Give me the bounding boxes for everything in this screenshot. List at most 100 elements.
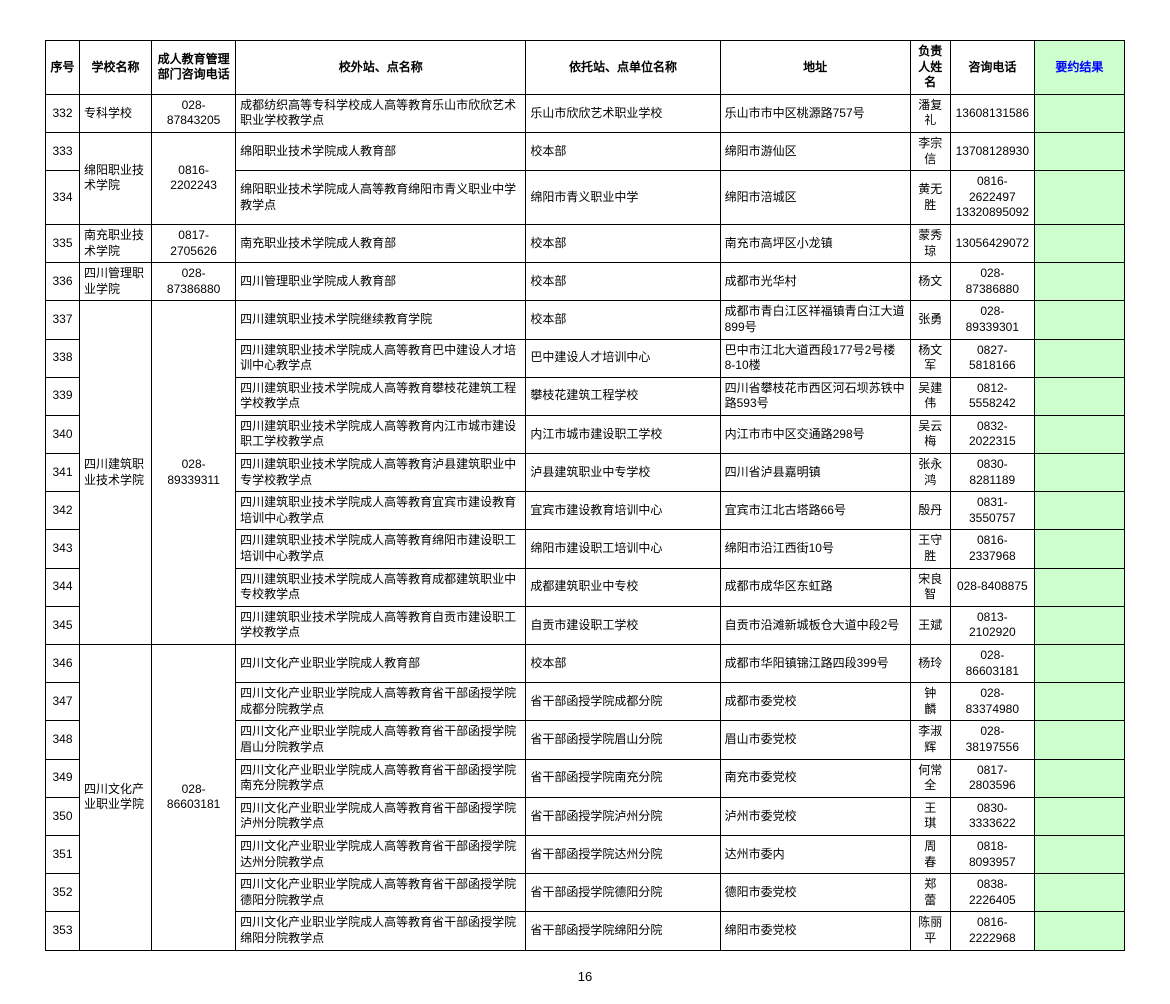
cell-station: 四川建筑职业技术学院成人高等教育内江市城市建设职工学校教学点 [236, 415, 526, 453]
cell-seq: 347 [46, 683, 80, 721]
cell-school: 四川建筑职业技术学院 [80, 301, 152, 645]
cell-result [1034, 835, 1124, 873]
cell-result [1034, 645, 1124, 683]
cell-phone: 028-83374980 [950, 683, 1034, 721]
header-result: 要约结果 [1034, 41, 1124, 95]
cell-person: 杨玲 [910, 645, 950, 683]
cell-result [1034, 683, 1124, 721]
cell-phone: 0813-2102920 [950, 606, 1034, 644]
cell-result [1034, 415, 1124, 453]
cell-phone: 028-87386880 [950, 263, 1034, 301]
cell-station: 绵阳职业技术学院成人高等教育绵阳市青义职业中学教学点 [236, 171, 526, 225]
cell-person: 周 春 [910, 835, 950, 873]
cell-seq: 339 [46, 377, 80, 415]
cell-station: 四川建筑职业技术学院成人高等教育绵阳市建设职工培训中心教学点 [236, 530, 526, 568]
cell-phone: 0830-8281189 [950, 454, 1034, 492]
cell-unit: 省干部函授学院德阳分院 [526, 874, 720, 912]
cell-person: 王守胜 [910, 530, 950, 568]
cell-dept-phone: 028-87843205 [152, 94, 236, 132]
school-stations-table: 序号 学校名称 成人教育管理部门咨询电话 校外站、点名称 依托站、点单位名称 地… [45, 40, 1125, 951]
cell-unit: 内江市城市建设职工学校 [526, 415, 720, 453]
cell-seq: 353 [46, 912, 80, 950]
cell-phone: 13056429072 [950, 224, 1034, 262]
cell-seq: 342 [46, 492, 80, 530]
cell-addr: 绵阳市沿江西街10号 [720, 530, 910, 568]
cell-phone: 0838-2226405 [950, 874, 1034, 912]
cell-seq: 340 [46, 415, 80, 453]
cell-result [1034, 224, 1124, 262]
cell-phone: 13708128930 [950, 132, 1034, 170]
cell-phone: 028-8408875 [950, 568, 1034, 606]
cell-person: 李宗信 [910, 132, 950, 170]
cell-station: 四川文化产业职业学院成人高等教育省干部函授学院泸州分院教学点 [236, 797, 526, 835]
cell-station: 南充职业技术学院成人教育部 [236, 224, 526, 262]
cell-result [1034, 721, 1124, 759]
cell-result [1034, 912, 1124, 950]
cell-person: 张勇 [910, 301, 950, 339]
cell-phone: 0816-2337968 [950, 530, 1034, 568]
cell-addr: 绵阳市游仙区 [720, 132, 910, 170]
cell-station: 四川建筑职业技术学院继续教育学院 [236, 301, 526, 339]
header-phone: 咨询电话 [950, 41, 1034, 95]
cell-phone: 0831-3550757 [950, 492, 1034, 530]
cell-addr: 成都市青白江区祥福镇青白江大道899号 [720, 301, 910, 339]
cell-school: 南充职业技术学院 [80, 224, 152, 262]
cell-station: 四川管理职业学院成人教育部 [236, 263, 526, 301]
cell-person: 钟 麟 [910, 683, 950, 721]
cell-addr: 成都市华阳镇锦江路四段399号 [720, 645, 910, 683]
cell-phone: 0816-2622497 13320895092 [950, 171, 1034, 225]
cell-addr: 四川省泸县嘉明镇 [720, 454, 910, 492]
cell-dept-phone: 028-89339311 [152, 301, 236, 645]
cell-station: 四川建筑职业技术学院成人高等教育自贡市建设职工学校教学点 [236, 606, 526, 644]
cell-addr: 达州市委内 [720, 835, 910, 873]
cell-addr: 眉山市委党校 [720, 721, 910, 759]
cell-unit: 省干部函授学院泸州分院 [526, 797, 720, 835]
cell-unit: 绵阳市青义职业中学 [526, 171, 720, 225]
cell-addr: 绵阳市涪城区 [720, 171, 910, 225]
cell-person: 王 琪 [910, 797, 950, 835]
cell-seq: 352 [46, 874, 80, 912]
cell-station: 四川文化产业职业学院成人高等教育省干部函授学院成都分院教学点 [236, 683, 526, 721]
cell-unit: 省干部函授学院绵阳分院 [526, 912, 720, 950]
cell-school: 四川管理职业学院 [80, 263, 152, 301]
cell-unit: 成都建筑职业中专校 [526, 568, 720, 606]
cell-phone: 13608131586 [950, 94, 1034, 132]
cell-seq: 351 [46, 835, 80, 873]
cell-addr: 成都市委党校 [720, 683, 910, 721]
cell-seq: 333 [46, 132, 80, 170]
cell-person: 陈丽平 [910, 912, 950, 950]
cell-school: 专科学校 [80, 94, 152, 132]
cell-result [1034, 874, 1124, 912]
cell-seq: 341 [46, 454, 80, 492]
cell-unit: 校本部 [526, 132, 720, 170]
cell-addr: 宜宾市江北古塔路66号 [720, 492, 910, 530]
cell-phone: 0832-2022315 [950, 415, 1034, 453]
table-row: 346四川文化产业职业学院028-86603181四川文化产业职业学院成人教育部… [46, 645, 1125, 683]
cell-station: 成都纺织高等专科学校成人高等教育乐山市欣欣艺术职业学校教学点 [236, 94, 526, 132]
cell-result [1034, 797, 1124, 835]
table-row: 337四川建筑职业技术学院028-89339311四川建筑职业技术学院继续教育学… [46, 301, 1125, 339]
page-number: 16 [45, 969, 1125, 984]
header-station: 校外站、点名称 [236, 41, 526, 95]
cell-addr: 四川省攀枝花市西区河石坝苏铁中路593号 [720, 377, 910, 415]
cell-result [1034, 492, 1124, 530]
cell-station: 四川文化产业职业学院成人高等教育省干部函授学院达州分院教学点 [236, 835, 526, 873]
cell-seq: 334 [46, 171, 80, 225]
cell-station: 四川文化产业职业学院成人高等教育省干部函授学院眉山分院教学点 [236, 721, 526, 759]
cell-dept-phone: 028-87386880 [152, 263, 236, 301]
cell-person: 蒙秀琼 [910, 224, 950, 262]
header-unit: 依托站、点单位名称 [526, 41, 720, 95]
cell-person: 潘复礼 [910, 94, 950, 132]
cell-station: 绵阳职业技术学院成人教育部 [236, 132, 526, 170]
cell-person: 杨文 [910, 263, 950, 301]
cell-result [1034, 301, 1124, 339]
cell-unit: 校本部 [526, 263, 720, 301]
cell-phone: 0830-3333622 [950, 797, 1034, 835]
cell-person: 吴建伟 [910, 377, 950, 415]
cell-addr: 南充市委党校 [720, 759, 910, 797]
cell-result [1034, 454, 1124, 492]
cell-person: 何常全 [910, 759, 950, 797]
cell-phone: 0816-2222968 [950, 912, 1034, 950]
cell-phone: 028-86603181 [950, 645, 1034, 683]
cell-unit: 校本部 [526, 301, 720, 339]
